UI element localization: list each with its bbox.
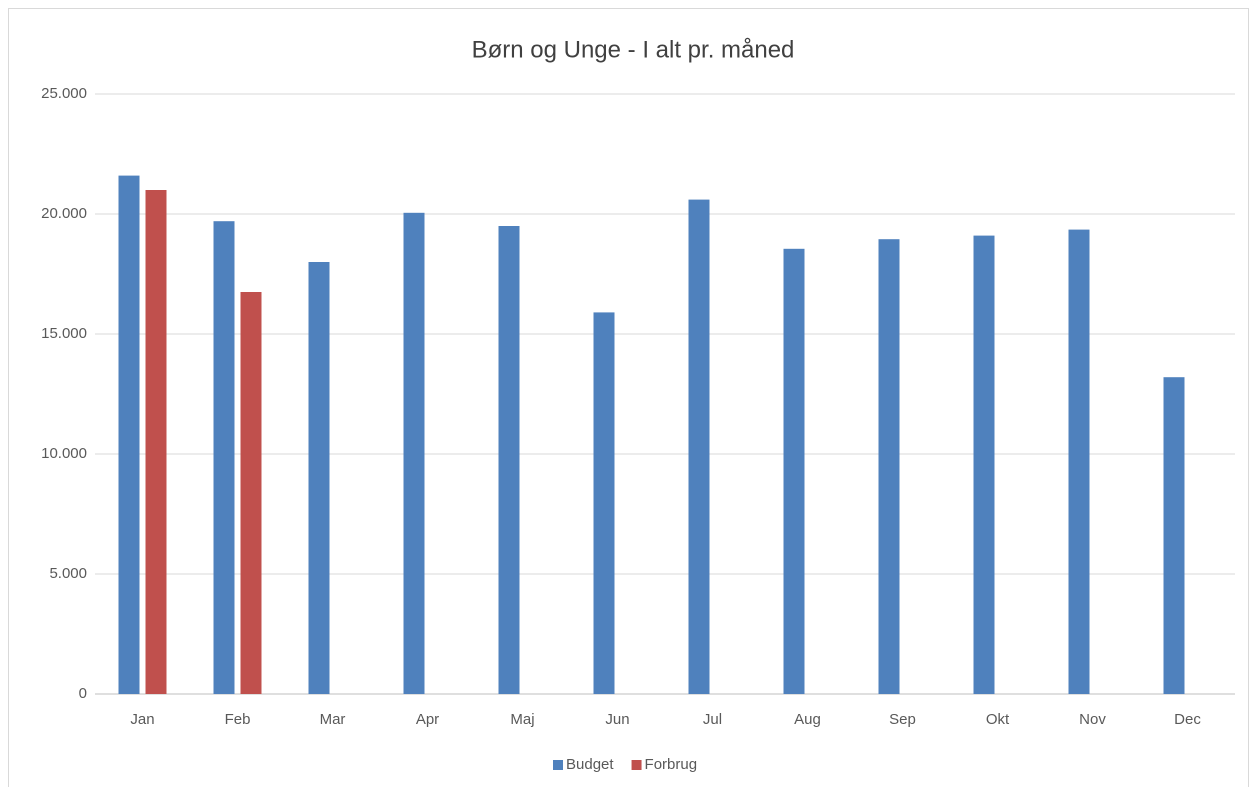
- x-tick-label: Okt: [986, 711, 1010, 728]
- y-tick-label: 25.000: [41, 85, 87, 102]
- x-tick-label: Dec: [1174, 711, 1201, 728]
- y-tick-label: 20.000: [41, 205, 87, 222]
- x-tick-label: Jan: [130, 711, 154, 728]
- x-tick-label: Jul: [703, 711, 722, 728]
- legend-label: Budget: [566, 756, 614, 773]
- y-tick-label: 5.000: [49, 565, 87, 582]
- chart-title: Børn og Unge - I alt pr. måned: [472, 36, 795, 63]
- x-tick-label: Maj: [510, 711, 534, 728]
- x-tick-label: Aug: [794, 711, 821, 728]
- bar: [973, 235, 995, 694]
- bar: [145, 190, 167, 694]
- legend-swatch: [631, 760, 642, 770]
- bar: [498, 226, 520, 694]
- bar: [688, 199, 710, 694]
- bar: [783, 248, 805, 695]
- bar: [1068, 229, 1090, 694]
- y-tick-label: 10.000: [41, 445, 87, 462]
- x-tick-label: Nov: [1079, 711, 1106, 728]
- bar: [213, 221, 235, 694]
- x-tick-label: Mar: [320, 711, 346, 728]
- bar: [593, 312, 615, 694]
- bar: [308, 262, 330, 694]
- y-tick-label: 15.000: [41, 325, 87, 342]
- x-tick-label: Sep: [889, 711, 916, 728]
- x-tick-label: Apr: [416, 711, 439, 728]
- x-tick-label: Feb: [225, 711, 251, 728]
- legend-swatch: [553, 760, 563, 770]
- legend-label: Forbrug: [645, 756, 698, 773]
- bar: [403, 212, 425, 695]
- bar: [1163, 377, 1185, 694]
- y-tick-label: 0: [79, 685, 87, 702]
- bar: [878, 239, 900, 694]
- chart-border: [8, 8, 1249, 787]
- bar: [240, 292, 262, 694]
- x-tick-label: Jun: [605, 711, 629, 728]
- bar: [118, 175, 140, 695]
